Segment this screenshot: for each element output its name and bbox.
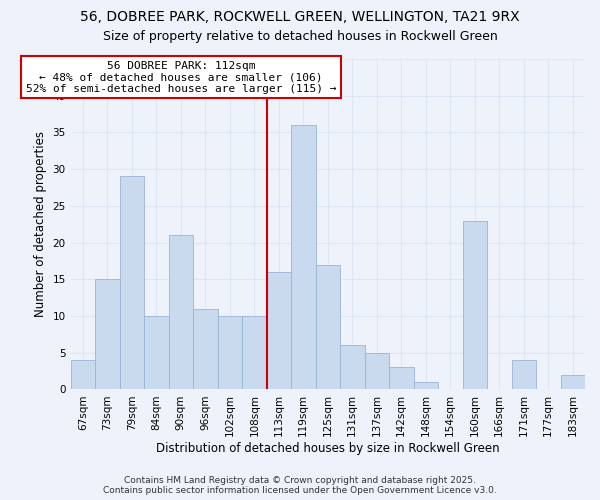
Bar: [266, 272, 291, 390]
Text: Contains HM Land Registry data © Crown copyright and database right 2025.
Contai: Contains HM Land Registry data © Crown c…: [103, 476, 497, 495]
Bar: [316, 264, 340, 390]
Bar: [340, 346, 365, 390]
Bar: [71, 360, 95, 390]
Bar: [413, 382, 438, 390]
X-axis label: Distribution of detached houses by size in Rockwell Green: Distribution of detached houses by size …: [156, 442, 500, 455]
Bar: [365, 352, 389, 390]
Text: Size of property relative to detached houses in Rockwell Green: Size of property relative to detached ho…: [103, 30, 497, 43]
Bar: [389, 368, 413, 390]
Bar: [95, 280, 119, 390]
Bar: [560, 375, 585, 390]
Bar: [193, 308, 218, 390]
Text: 56, DOBREE PARK, ROCKWELL GREEN, WELLINGTON, TA21 9RX: 56, DOBREE PARK, ROCKWELL GREEN, WELLING…: [80, 10, 520, 24]
Bar: [463, 220, 487, 390]
Bar: [144, 316, 169, 390]
Bar: [512, 360, 536, 390]
Bar: [169, 235, 193, 390]
Bar: [218, 316, 242, 390]
Text: 56 DOBREE PARK: 112sqm
← 48% of detached houses are smaller (106)
52% of semi-de: 56 DOBREE PARK: 112sqm ← 48% of detached…: [26, 61, 336, 94]
Bar: [242, 316, 266, 390]
Y-axis label: Number of detached properties: Number of detached properties: [34, 131, 47, 317]
Bar: [119, 176, 144, 390]
Bar: [291, 125, 316, 390]
